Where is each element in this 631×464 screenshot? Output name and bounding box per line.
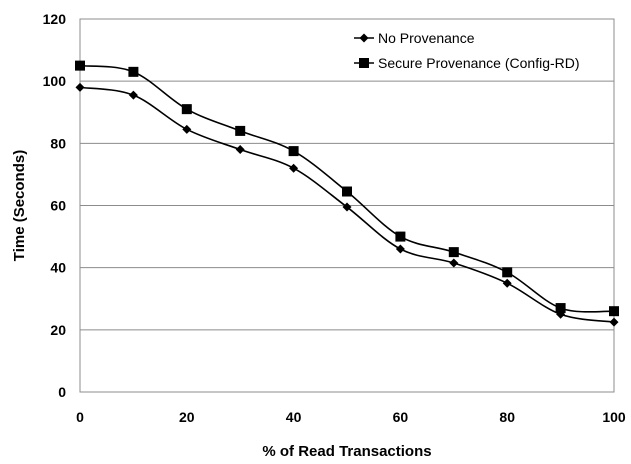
legend-label: No Provenance bbox=[378, 30, 475, 46]
data-point bbox=[502, 278, 512, 288]
x-tick-label: 40 bbox=[286, 409, 302, 425]
legend-marker bbox=[359, 58, 369, 68]
legend-label: Secure Provenance (Config-RD) bbox=[378, 55, 580, 71]
data-point bbox=[395, 231, 406, 242]
legend-marker bbox=[359, 33, 369, 43]
x-tick-label: 80 bbox=[499, 409, 515, 425]
legend: No Provenance Secure Provenance (Config-R… bbox=[354, 30, 580, 71]
series-layer bbox=[75, 60, 619, 327]
data-point bbox=[609, 306, 619, 317]
series-secure-provenance bbox=[75, 60, 619, 317]
data-point bbox=[342, 186, 352, 197]
data-point bbox=[609, 317, 619, 327]
data-point bbox=[395, 244, 405, 254]
data-point bbox=[502, 267, 513, 278]
y-tick-label: 0 bbox=[58, 384, 66, 400]
x-tick-label: 20 bbox=[179, 409, 195, 425]
plot-border bbox=[79, 18, 615, 393]
y-tick-label: 40 bbox=[50, 260, 66, 276]
data-point bbox=[289, 163, 299, 173]
legend-item: No Provenance bbox=[354, 30, 475, 46]
data-point bbox=[449, 258, 459, 268]
legend-item: Secure Provenance (Config-RD) bbox=[354, 55, 580, 71]
data-point bbox=[235, 145, 245, 155]
plot-area bbox=[79, 18, 615, 393]
x-tick-label: 60 bbox=[393, 409, 409, 425]
y-tick-label: 20 bbox=[50, 322, 66, 338]
y-tick-label: 120 bbox=[43, 11, 67, 27]
x-tick-label: 0 bbox=[76, 409, 84, 425]
data-point bbox=[181, 104, 192, 115]
data-point bbox=[555, 303, 566, 314]
y-tick-label: 60 bbox=[50, 198, 66, 214]
data-point bbox=[288, 146, 299, 157]
data-point bbox=[75, 60, 85, 71]
data-point bbox=[75, 82, 85, 92]
x-axis-title: % of Read Transactions bbox=[262, 443, 431, 460]
data-point bbox=[128, 90, 138, 100]
data-point bbox=[448, 247, 459, 258]
x-tick-label: 100 bbox=[602, 409, 626, 425]
data-point bbox=[128, 66, 139, 77]
y-tick-label: 100 bbox=[43, 73, 67, 89]
data-point bbox=[182, 124, 192, 134]
data-point bbox=[342, 202, 352, 212]
data-point bbox=[235, 125, 246, 136]
y-axis-title: Time (Seconds) bbox=[11, 150, 28, 261]
x-axis-ticks: 0 20 40 60 80 100 bbox=[76, 409, 626, 425]
series-no-provenance bbox=[75, 82, 619, 327]
y-axis-ticks: 0 20 40 60 80 100 120 bbox=[43, 11, 67, 400]
y-tick-label: 80 bbox=[50, 135, 66, 151]
